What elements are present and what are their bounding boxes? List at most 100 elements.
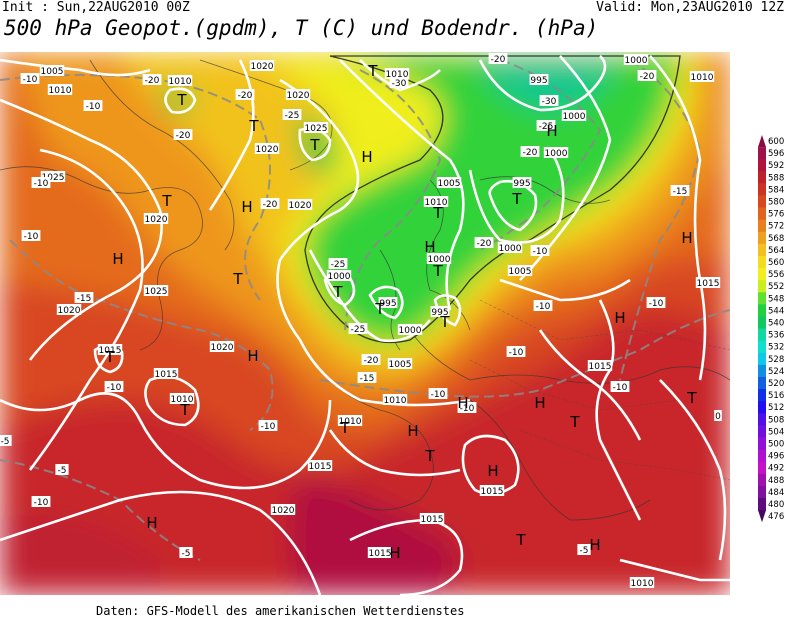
svg-text:-10: -10 bbox=[24, 232, 39, 242]
colorbar-swatch bbox=[758, 159, 766, 172]
svg-text:1025: 1025 bbox=[305, 124, 328, 134]
isobar-label: 1010 bbox=[384, 68, 410, 80]
isotherm-label: -20 bbox=[488, 53, 508, 65]
high-pressure-center: H bbox=[241, 198, 252, 216]
isobar-label: 1005 bbox=[507, 265, 533, 277]
isobar-label: 1000 bbox=[623, 54, 649, 66]
low-pressure-center: T bbox=[569, 413, 580, 431]
temperature-label-layer: -10 -20 -20 -10 -20 -25 -20 -10 -10 -15 -10 -10 -5 -1… bbox=[0, 53, 722, 559]
svg-text:1010: 1010 bbox=[171, 395, 194, 405]
colorbar-swatch bbox=[758, 364, 766, 378]
colorbar-swatch bbox=[758, 268, 766, 281]
isobar-label: 1000 bbox=[326, 270, 352, 282]
svg-text:995: 995 bbox=[513, 179, 530, 189]
init-time: Init : Sun,22AUG2010 00Z bbox=[2, 0, 190, 15]
isobar-label: 1025 bbox=[40, 171, 66, 183]
isotherm-label: -20 bbox=[361, 354, 381, 366]
isotherm-label: -10 bbox=[258, 420, 278, 432]
svg-text:1000: 1000 bbox=[399, 326, 422, 336]
isotherm-label: -25 bbox=[536, 120, 556, 132]
isobar-label: 1005 bbox=[39, 65, 65, 77]
colorbar-tick-label: 520 bbox=[768, 379, 784, 389]
svg-text:-15: -15 bbox=[77, 294, 92, 304]
svg-text:1010: 1010 bbox=[169, 77, 192, 87]
svg-text:1025: 1025 bbox=[145, 287, 168, 297]
svg-text:1005: 1005 bbox=[438, 179, 461, 189]
low-pressure-center: T bbox=[104, 348, 115, 366]
isobar-label: 1015 bbox=[367, 547, 393, 559]
svg-text:1020: 1020 bbox=[287, 91, 310, 101]
svg-text:1020: 1020 bbox=[251, 62, 274, 72]
isotherm-label: -10 bbox=[104, 381, 124, 393]
isobar-label: 1010 bbox=[47, 84, 73, 96]
isobar-label: 1020 bbox=[249, 60, 275, 72]
colorbar-swatch bbox=[758, 352, 766, 366]
svg-text:-10: -10 bbox=[86, 102, 101, 112]
colorbar-tick-label: 544 bbox=[768, 306, 784, 316]
svg-text:-10: -10 bbox=[23, 75, 38, 85]
colorbar-swatch bbox=[758, 304, 766, 317]
svg-text:1010: 1010 bbox=[691, 73, 714, 83]
svg-text:-10: -10 bbox=[34, 179, 49, 189]
colorbar-tick-label: 540 bbox=[768, 319, 784, 329]
high-pressure-center: H bbox=[361, 148, 372, 166]
colorbar-swatch bbox=[758, 243, 766, 257]
low-pressure-center: T bbox=[179, 401, 190, 419]
colorbar-tick-label: 476 bbox=[768, 512, 784, 522]
colorbar-swatch bbox=[758, 171, 766, 184]
colorbar-tick-label: 496 bbox=[768, 452, 784, 462]
svg-text:-10: -10 bbox=[613, 383, 628, 393]
low-pressure-center: T bbox=[176, 91, 187, 109]
colorbar-swatch bbox=[758, 473, 766, 487]
isobar-label: 995 bbox=[378, 297, 398, 309]
isotherm-label: -15 bbox=[74, 292, 94, 304]
isobar-label: 995 bbox=[512, 177, 532, 189]
colorbar-swatch bbox=[758, 510, 766, 523]
svg-text:-5: -5 bbox=[580, 546, 589, 556]
colorbar-tick-label: 568 bbox=[768, 234, 784, 244]
isotherm-label: -20 bbox=[173, 129, 193, 141]
svg-text:1015: 1015 bbox=[481, 487, 504, 497]
low-pressure-center: T bbox=[161, 192, 172, 210]
low-pressure-center: T bbox=[424, 447, 435, 465]
map-title: 500 hPa Geopot.(gpdm), T (C) und Bodendr… bbox=[4, 16, 599, 40]
colorbar-tick-label: 488 bbox=[768, 476, 784, 486]
colorbar-swatch bbox=[758, 340, 766, 354]
colorbar-swatch bbox=[758, 231, 766, 245]
colorbar-tick-label: 480 bbox=[768, 500, 784, 510]
isobar-label: 1020 bbox=[254, 143, 280, 155]
colorbar-tick-label: 536 bbox=[768, 331, 784, 341]
low-pressure-center: T bbox=[248, 117, 259, 135]
isotherm-label: -10 bbox=[83, 100, 103, 112]
svg-text:1005: 1005 bbox=[509, 267, 532, 277]
isobar-label: 995 bbox=[529, 74, 549, 86]
svg-text:-20: -20 bbox=[491, 55, 506, 65]
svg-text:-10: -10 bbox=[509, 348, 524, 358]
isobar-label: 1015 bbox=[587, 360, 613, 372]
colorbar-tick-label: 484 bbox=[768, 488, 784, 498]
isobar-label: 1000 bbox=[561, 110, 587, 122]
colorbar-tick-label: 492 bbox=[768, 464, 784, 474]
high-pressure-center: H bbox=[389, 544, 400, 562]
colorbar-swatch bbox=[758, 316, 766, 330]
isobar-label-layer: 1005 1010 1010 1020 1020 1025 1020 1025 1020 1020… bbox=[39, 54, 721, 589]
svg-text:995: 995 bbox=[431, 308, 448, 318]
colorbar-swatch bbox=[758, 183, 766, 196]
isotherm-label: -20 bbox=[474, 237, 494, 249]
isobar-label: 1010 bbox=[169, 393, 195, 405]
low-pressure-center: T bbox=[232, 270, 243, 288]
isobar-label: 1010 bbox=[689, 71, 715, 83]
isobar-label: 1015 bbox=[307, 460, 333, 472]
low-pressure-center: T bbox=[309, 136, 320, 154]
isobar-label: 1025 bbox=[143, 285, 169, 297]
svg-text:995: 995 bbox=[530, 76, 547, 86]
isobar-label: 1010 bbox=[167, 75, 193, 87]
low-pressure-center: T bbox=[374, 300, 385, 318]
svg-text:-30: -30 bbox=[392, 79, 407, 89]
colorbar-swatch bbox=[758, 461, 766, 475]
svg-text:1000: 1000 bbox=[563, 112, 586, 122]
svg-text:-20: -20 bbox=[176, 131, 191, 141]
svg-text:0: 0 bbox=[715, 412, 721, 422]
high-pressure-center: H bbox=[407, 422, 418, 440]
